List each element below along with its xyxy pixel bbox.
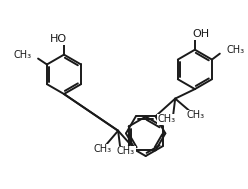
Text: HO: HO	[50, 34, 67, 44]
Text: CH₃: CH₃	[13, 50, 31, 60]
Text: CH₃: CH₃	[227, 45, 245, 55]
Text: CH₃: CH₃	[157, 114, 175, 124]
Text: OH: OH	[192, 29, 209, 39]
Text: CH₃: CH₃	[187, 110, 205, 120]
Text: CH₃: CH₃	[117, 146, 135, 156]
Text: CH₃: CH₃	[93, 144, 111, 154]
